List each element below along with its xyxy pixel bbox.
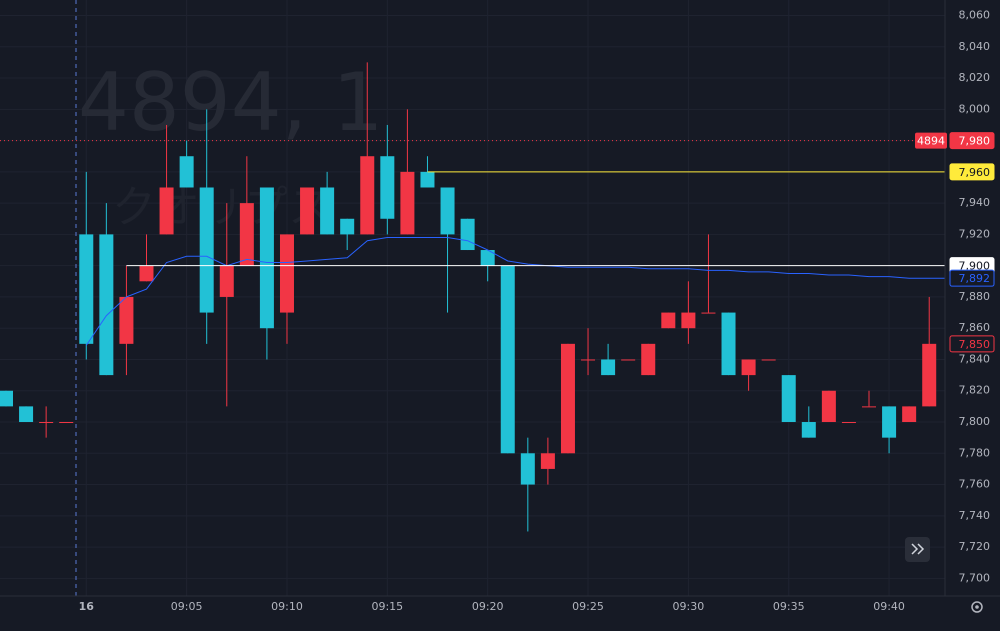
y-tick-label: 7,760 — [959, 478, 991, 491]
candle-body — [781, 375, 796, 423]
vwap-line — [85, 237, 945, 346]
x-tick-label: 09:05 — [171, 600, 203, 613]
candle-body — [139, 265, 154, 282]
candle-body — [19, 406, 34, 423]
y-tick-label: 8,000 — [959, 102, 991, 115]
settings-button[interactable] — [971, 601, 983, 613]
y-tick-label: 7,840 — [959, 352, 991, 365]
symbol-badge-label: 4894 — [917, 135, 945, 148]
settings-icon — [975, 605, 979, 609]
candle-body — [641, 343, 656, 376]
candle-body — [741, 359, 756, 376]
x-tick-label: 09:40 — [873, 600, 905, 613]
symbol-badge — [915, 132, 947, 149]
candle-body — [199, 187, 214, 313]
y-tick-label: 7,780 — [959, 446, 991, 459]
plot — [0, 62, 945, 532]
candle-body — [159, 187, 174, 235]
price-badge-label: 7,960 — [959, 166, 991, 179]
y-tick-label: 7,820 — [959, 384, 991, 397]
x-tick-label: 09:30 — [673, 600, 705, 613]
candle-body — [540, 453, 555, 469]
candle-body — [259, 187, 274, 329]
candle-body — [340, 218, 355, 235]
candle-body — [0, 390, 13, 407]
candle-body — [39, 422, 54, 424]
candle-body — [821, 390, 836, 423]
candle-body — [480, 250, 495, 266]
y-tick-label: 7,740 — [959, 509, 991, 522]
candle-body — [79, 234, 94, 344]
y-tick-label: 7,940 — [959, 196, 991, 209]
candle-body — [119, 296, 134, 344]
candle-body — [661, 312, 676, 329]
candle-body — [621, 359, 636, 361]
x-tick-label: 09:15 — [371, 600, 403, 613]
candle-body — [380, 156, 395, 219]
candle-body — [801, 422, 816, 438]
candle-body — [400, 171, 415, 235]
y-tick-label: 7,700 — [959, 571, 991, 584]
price-badge-label: 7,900 — [959, 260, 991, 273]
candle-body — [59, 422, 74, 424]
x-tick-label: 16 — [79, 600, 95, 613]
price-badge — [949, 163, 995, 181]
candle-body — [460, 218, 475, 251]
x-tick-label: 09:20 — [472, 600, 504, 613]
x-tick-label: 09:25 — [572, 600, 604, 613]
y-tick-label: 7,860 — [959, 321, 991, 334]
candle-body — [440, 187, 455, 235]
candle-body — [360, 156, 375, 235]
price-badge — [949, 335, 995, 353]
candle-body — [99, 234, 114, 376]
y-tick-label: 8,060 — [959, 9, 991, 22]
y-tick-label: 7,920 — [959, 227, 991, 240]
x-tick-label: 09:10 — [271, 600, 303, 613]
candle-body — [862, 406, 877, 408]
candle-body — [560, 343, 575, 454]
candle-body — [841, 422, 856, 424]
candle-body — [300, 187, 315, 235]
candle-body — [420, 171, 435, 188]
candle-body — [882, 406, 897, 438]
y-tick-label: 8,020 — [959, 71, 991, 84]
x-tick-label: 09:35 — [773, 600, 805, 613]
watermark: 4894, 1 — [78, 56, 383, 149]
y-tick-label: 7,880 — [959, 290, 991, 303]
candle-body — [681, 312, 696, 329]
y-tick-label: 7,800 — [959, 415, 991, 428]
candle-body — [279, 234, 294, 313]
y-tick-label: 8,040 — [959, 40, 991, 53]
candle-body — [500, 265, 515, 454]
candle-body — [581, 359, 596, 361]
candle-body — [520, 453, 535, 485]
price-badge — [949, 132, 995, 150]
scroll-icon — [911, 543, 925, 555]
candle-body — [219, 265, 234, 297]
candle-body — [922, 343, 937, 407]
price-badge — [949, 269, 995, 287]
candle-body — [320, 187, 335, 235]
price-badge-label: 7,850 — [959, 338, 991, 351]
candle-body — [601, 359, 616, 376]
candle-body — [761, 359, 776, 361]
y-tick-label: 7,720 — [959, 540, 991, 553]
candle-body — [701, 312, 716, 314]
candle-body — [239, 203, 254, 266]
price-badge-label: 7,892 — [959, 272, 991, 285]
price-badge-label: 7,980 — [959, 135, 991, 148]
watermark-name: クオリプス — [112, 182, 332, 233]
candle-body — [721, 312, 736, 376]
candle-body — [179, 156, 194, 188]
candle-body — [902, 406, 917, 423]
